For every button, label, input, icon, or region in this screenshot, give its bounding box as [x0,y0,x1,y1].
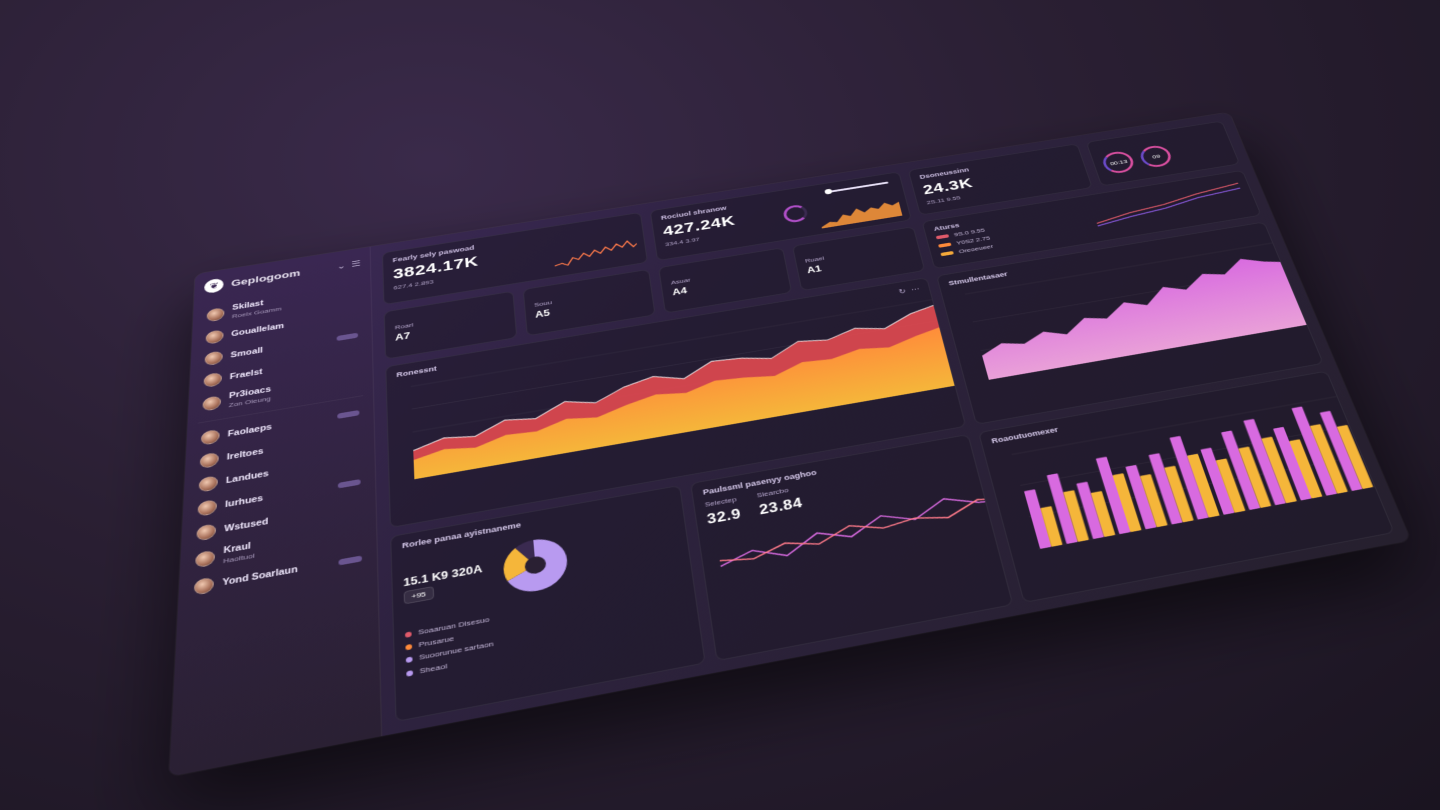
avatar [195,549,216,569]
avatar [206,307,225,323]
donut-panel[interactable]: Rorlee panaa ayistnaneme 15.1 K9 320A +9… [390,485,706,723]
bar-pink [1291,406,1338,496]
avatar [199,451,219,469]
panel-kpi-label: Selectep [704,495,738,509]
chevron-down-icon[interactable]: ⌄ [336,261,346,271]
dashboard-screen: ❦ Geplogoom ⌄ ☰ Skilast Roelx Goamm Gouall… [169,112,1411,777]
brand-name: Geplogoom [231,267,301,289]
status-pill [337,478,361,489]
pink-area-chart-card: Stmullentasaer [936,221,1324,425]
avatar [203,371,223,388]
panel-badge[interactable]: +95 [403,585,434,605]
main-content: Fearly sely paswoad 3824.17K 627.4 2.893… [371,112,1411,736]
legend-dot [406,669,414,677]
gauge-ring: 09 [1137,143,1175,169]
series-area-orange [411,312,967,480]
bottom-panels: Rorlee panaa ayistnaneme 15.1 K9 320A +9… [390,434,1014,723]
avatar [198,475,218,493]
pink-area-chart [950,228,1324,393]
status-pill [338,555,363,566]
legend-swatch [935,234,950,240]
series-area-pink [967,246,1324,380]
avatar [205,329,224,345]
avatar [204,350,223,367]
avatar [193,576,214,596]
avatar [196,523,217,542]
sidebar: ❦ Geplogoom ⌄ ☰ Skilast Roelx Goamm Gouall… [169,246,383,777]
brand-icons: ⌄ ☰ [336,258,361,271]
donut-block: 15.1 K9 320A +95 [402,507,681,624]
main-area-chart [397,278,967,493]
row-dot [404,630,412,638]
row-dot [405,643,413,650]
more-icon[interactable]: ⋯ [910,284,921,294]
donut-chart [502,534,570,596]
avatar [200,428,220,446]
main-area-chart-card: Ronessnt ↻ ⋯ [385,277,967,529]
panel-stats: 15.1 K9 320A +95 [403,560,483,605]
contact-list: Skilast Roelx Goamm Gouallelam Smoall Fraels… [189,281,366,599]
legend-label: Sheaol [419,661,448,676]
logo-icon: ❦ [203,277,224,295]
legend-swatch [940,250,954,257]
avatar [202,395,222,412]
gauge-group: 00:13 09 [1100,136,1226,175]
line-panel[interactable]: Paulssml pasenyy oaghoo Selectep 32.9 Sl… [690,434,1014,662]
status-pill [337,409,360,419]
refresh-icon[interactable]: ↻ [897,287,907,296]
avatar [197,498,218,517]
legend-swatch [938,242,952,248]
panel-value: 15.1 K9 320A [403,562,483,589]
row-dot [405,655,413,663]
status-pill [336,332,359,341]
gauge-ring: 00:13 [1100,149,1137,175]
menu-icon[interactable]: ☰ [351,259,361,269]
